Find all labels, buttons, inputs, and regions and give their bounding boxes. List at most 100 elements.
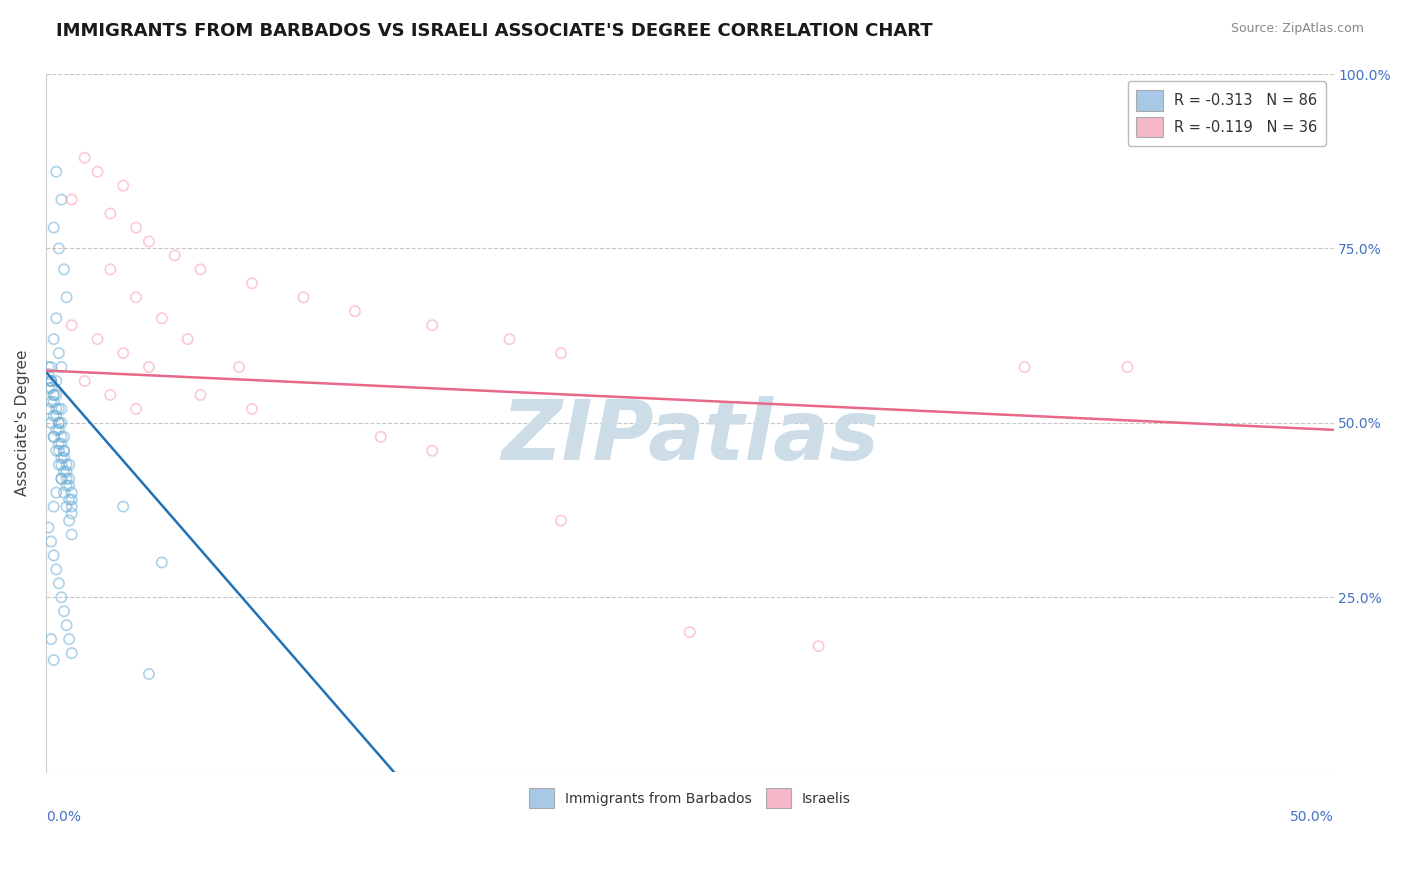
Point bbox=[53, 443, 76, 458]
Point bbox=[51, 437, 73, 451]
Point bbox=[42, 653, 65, 667]
Point bbox=[58, 472, 80, 486]
Point bbox=[73, 374, 96, 388]
Point bbox=[550, 514, 572, 528]
Point bbox=[39, 534, 62, 549]
Point bbox=[58, 632, 80, 647]
Point bbox=[240, 401, 263, 416]
Point bbox=[60, 318, 83, 333]
Point bbox=[498, 332, 520, 346]
Point bbox=[42, 220, 65, 235]
Point bbox=[42, 430, 65, 444]
Point bbox=[86, 332, 108, 346]
Point bbox=[60, 527, 83, 541]
Point bbox=[45, 485, 67, 500]
Point bbox=[45, 374, 67, 388]
Point bbox=[55, 500, 77, 514]
Point bbox=[60, 193, 83, 207]
Point bbox=[60, 646, 83, 660]
Point bbox=[343, 304, 366, 318]
Point bbox=[38, 381, 60, 395]
Point bbox=[55, 478, 77, 492]
Point bbox=[48, 416, 70, 430]
Text: Source: ZipAtlas.com: Source: ZipAtlas.com bbox=[1230, 22, 1364, 36]
Point bbox=[45, 423, 67, 437]
Point bbox=[86, 164, 108, 178]
Point bbox=[45, 164, 67, 178]
Point bbox=[73, 151, 96, 165]
Point bbox=[53, 262, 76, 277]
Point bbox=[98, 388, 121, 402]
Point bbox=[58, 492, 80, 507]
Point bbox=[39, 416, 62, 430]
Point bbox=[190, 388, 212, 402]
Point bbox=[176, 332, 198, 346]
Point bbox=[38, 520, 60, 534]
Point bbox=[42, 409, 65, 423]
Point bbox=[60, 492, 83, 507]
Point bbox=[51, 591, 73, 605]
Point bbox=[112, 346, 135, 360]
Point bbox=[51, 359, 73, 374]
Point bbox=[45, 388, 67, 402]
Point bbox=[48, 242, 70, 256]
Point bbox=[48, 443, 70, 458]
Point bbox=[550, 346, 572, 360]
Point bbox=[98, 262, 121, 277]
Point bbox=[138, 667, 160, 681]
Point bbox=[38, 401, 60, 416]
Point bbox=[51, 430, 73, 444]
Point bbox=[51, 472, 73, 486]
Point bbox=[420, 443, 443, 458]
Point bbox=[39, 632, 62, 647]
Point bbox=[53, 465, 76, 479]
Point bbox=[42, 430, 65, 444]
Point bbox=[55, 458, 77, 472]
Legend: Immigrants from Barbados, Israelis: Immigrants from Barbados, Israelis bbox=[523, 783, 856, 814]
Point bbox=[190, 262, 212, 277]
Point bbox=[150, 311, 173, 326]
Point bbox=[39, 374, 62, 388]
Y-axis label: Associate's Degree: Associate's Degree bbox=[15, 350, 30, 496]
Point bbox=[138, 359, 160, 374]
Point bbox=[45, 311, 67, 326]
Point bbox=[48, 423, 70, 437]
Point bbox=[125, 290, 148, 304]
Point bbox=[48, 437, 70, 451]
Point bbox=[48, 416, 70, 430]
Point bbox=[679, 625, 702, 640]
Point bbox=[55, 290, 77, 304]
Point bbox=[240, 277, 263, 291]
Point bbox=[51, 416, 73, 430]
Point bbox=[38, 359, 60, 374]
Point bbox=[112, 500, 135, 514]
Point bbox=[1014, 359, 1036, 374]
Point bbox=[292, 290, 315, 304]
Point bbox=[60, 500, 83, 514]
Point bbox=[138, 235, 160, 249]
Point bbox=[42, 388, 65, 402]
Point bbox=[53, 450, 76, 465]
Text: IMMIGRANTS FROM BARBADOS VS ISRAELI ASSOCIATE'S DEGREE CORRELATION CHART: IMMIGRANTS FROM BARBADOS VS ISRAELI ASSO… bbox=[56, 22, 932, 40]
Point bbox=[60, 507, 83, 521]
Point bbox=[58, 458, 80, 472]
Point bbox=[38, 367, 60, 381]
Point bbox=[39, 374, 62, 388]
Point bbox=[53, 430, 76, 444]
Point bbox=[55, 618, 77, 632]
Point bbox=[51, 401, 73, 416]
Point bbox=[370, 430, 392, 444]
Point bbox=[51, 450, 73, 465]
Point bbox=[53, 443, 76, 458]
Point bbox=[228, 359, 250, 374]
Text: ZIPatlas: ZIPatlas bbox=[501, 396, 879, 477]
Point bbox=[163, 248, 186, 262]
Point bbox=[58, 478, 80, 492]
Point bbox=[42, 388, 65, 402]
Point bbox=[45, 409, 67, 423]
Point bbox=[42, 549, 65, 563]
Point bbox=[60, 485, 83, 500]
Point bbox=[45, 443, 67, 458]
Point bbox=[125, 220, 148, 235]
Point bbox=[48, 346, 70, 360]
